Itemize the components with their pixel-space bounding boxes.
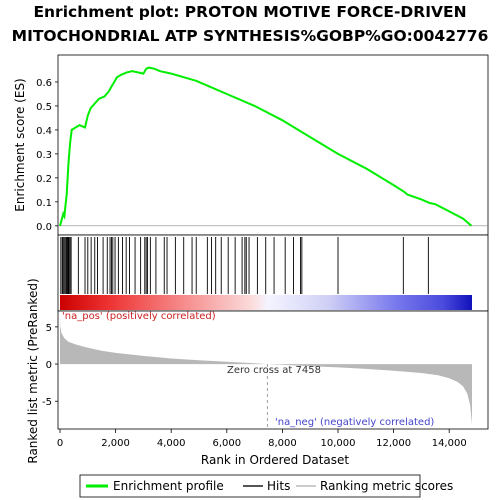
legend-ranking-metric-scores: Ranking metric scores [320, 479, 453, 493]
metric-y-axis: 5 0 -5 [42, 323, 58, 408]
es-y-tick-label: 0.5 [36, 102, 52, 113]
metric-panel: 5 0 -5 0 2,000 4,000 6,000 8,000 10,000 12,000 14… [26, 278, 489, 467]
legend-enrichment-profile: Enrichment profile [113, 479, 224, 493]
metric-y-tick-label: -5 [42, 397, 52, 408]
metric-x-axis: 0 2,000 4,000 6,000 8,000 10,000 12,000 14,000 [57, 429, 467, 449]
metric-x-tick-label: 4,000 [157, 438, 186, 449]
metric-y-tick-label: 0 [46, 360, 52, 371]
pos-correlated-label: 'na_pos' (positively correlated) [62, 311, 216, 322]
chart-title-line1: Enrichment plot: PROTON MOTIVE FORCE-DRI… [33, 3, 466, 21]
hit-lines [60, 237, 429, 294]
metric-x-axis-label: Rank in Ordered Dataset [201, 453, 349, 467]
es-y-axis: 0.0 0.1 0.2 0.3 0.4 0.5 0.6 [36, 78, 58, 233]
es-panel-frame [57, 54, 489, 236]
hits-panel [57, 234, 489, 312]
zero-cross-label: Zero cross at 7458 [227, 365, 321, 376]
es-y-tick-label: 0.0 [36, 222, 52, 233]
es-y-tick-label: 0.6 [36, 78, 52, 89]
metric-x-tick-label: 6,000 [212, 438, 241, 449]
metric-x-tick-label: 12,000 [376, 438, 411, 449]
metric-x-tick-label: 2,000 [101, 438, 130, 449]
metric-y-tick-label: 5 [46, 323, 52, 334]
metric-x-tick-label: 14,000 [432, 438, 467, 449]
es-y-axis-label: Enrichment score (ES) [13, 78, 27, 211]
metric-x-tick-label: 10,000 [321, 438, 356, 449]
rank-color-bar [60, 295, 472, 310]
enrichment-profile-line [59, 66, 473, 227]
es-y-tick-label: 0.3 [36, 150, 52, 161]
metric-y-axis-label: Ranked list metric (PreRanked) [26, 278, 40, 463]
es-y-tick-label: 0.2 [36, 174, 52, 185]
chart-title-line2: MITOCHONDRIAL ATP SYNTHESIS%GOBP%GO:0042… [12, 27, 489, 45]
es-y-tick-label: 0.4 [36, 126, 52, 137]
metric-x-tick-label: 8,000 [268, 438, 297, 449]
neg-correlated-label: 'na_neg' (negatively correlated) [275, 417, 434, 428]
es-y-tick-label: 0.1 [36, 198, 52, 209]
es-panel: 0.0 0.1 0.2 0.3 0.4 0.5 0.6 Enrichment score (… [13, 54, 489, 236]
legend-hits: Hits [267, 479, 290, 493]
metric-x-tick-label: 0 [57, 438, 63, 449]
legend: Enrichment profile Hits Ranking metric s… [79, 474, 453, 498]
